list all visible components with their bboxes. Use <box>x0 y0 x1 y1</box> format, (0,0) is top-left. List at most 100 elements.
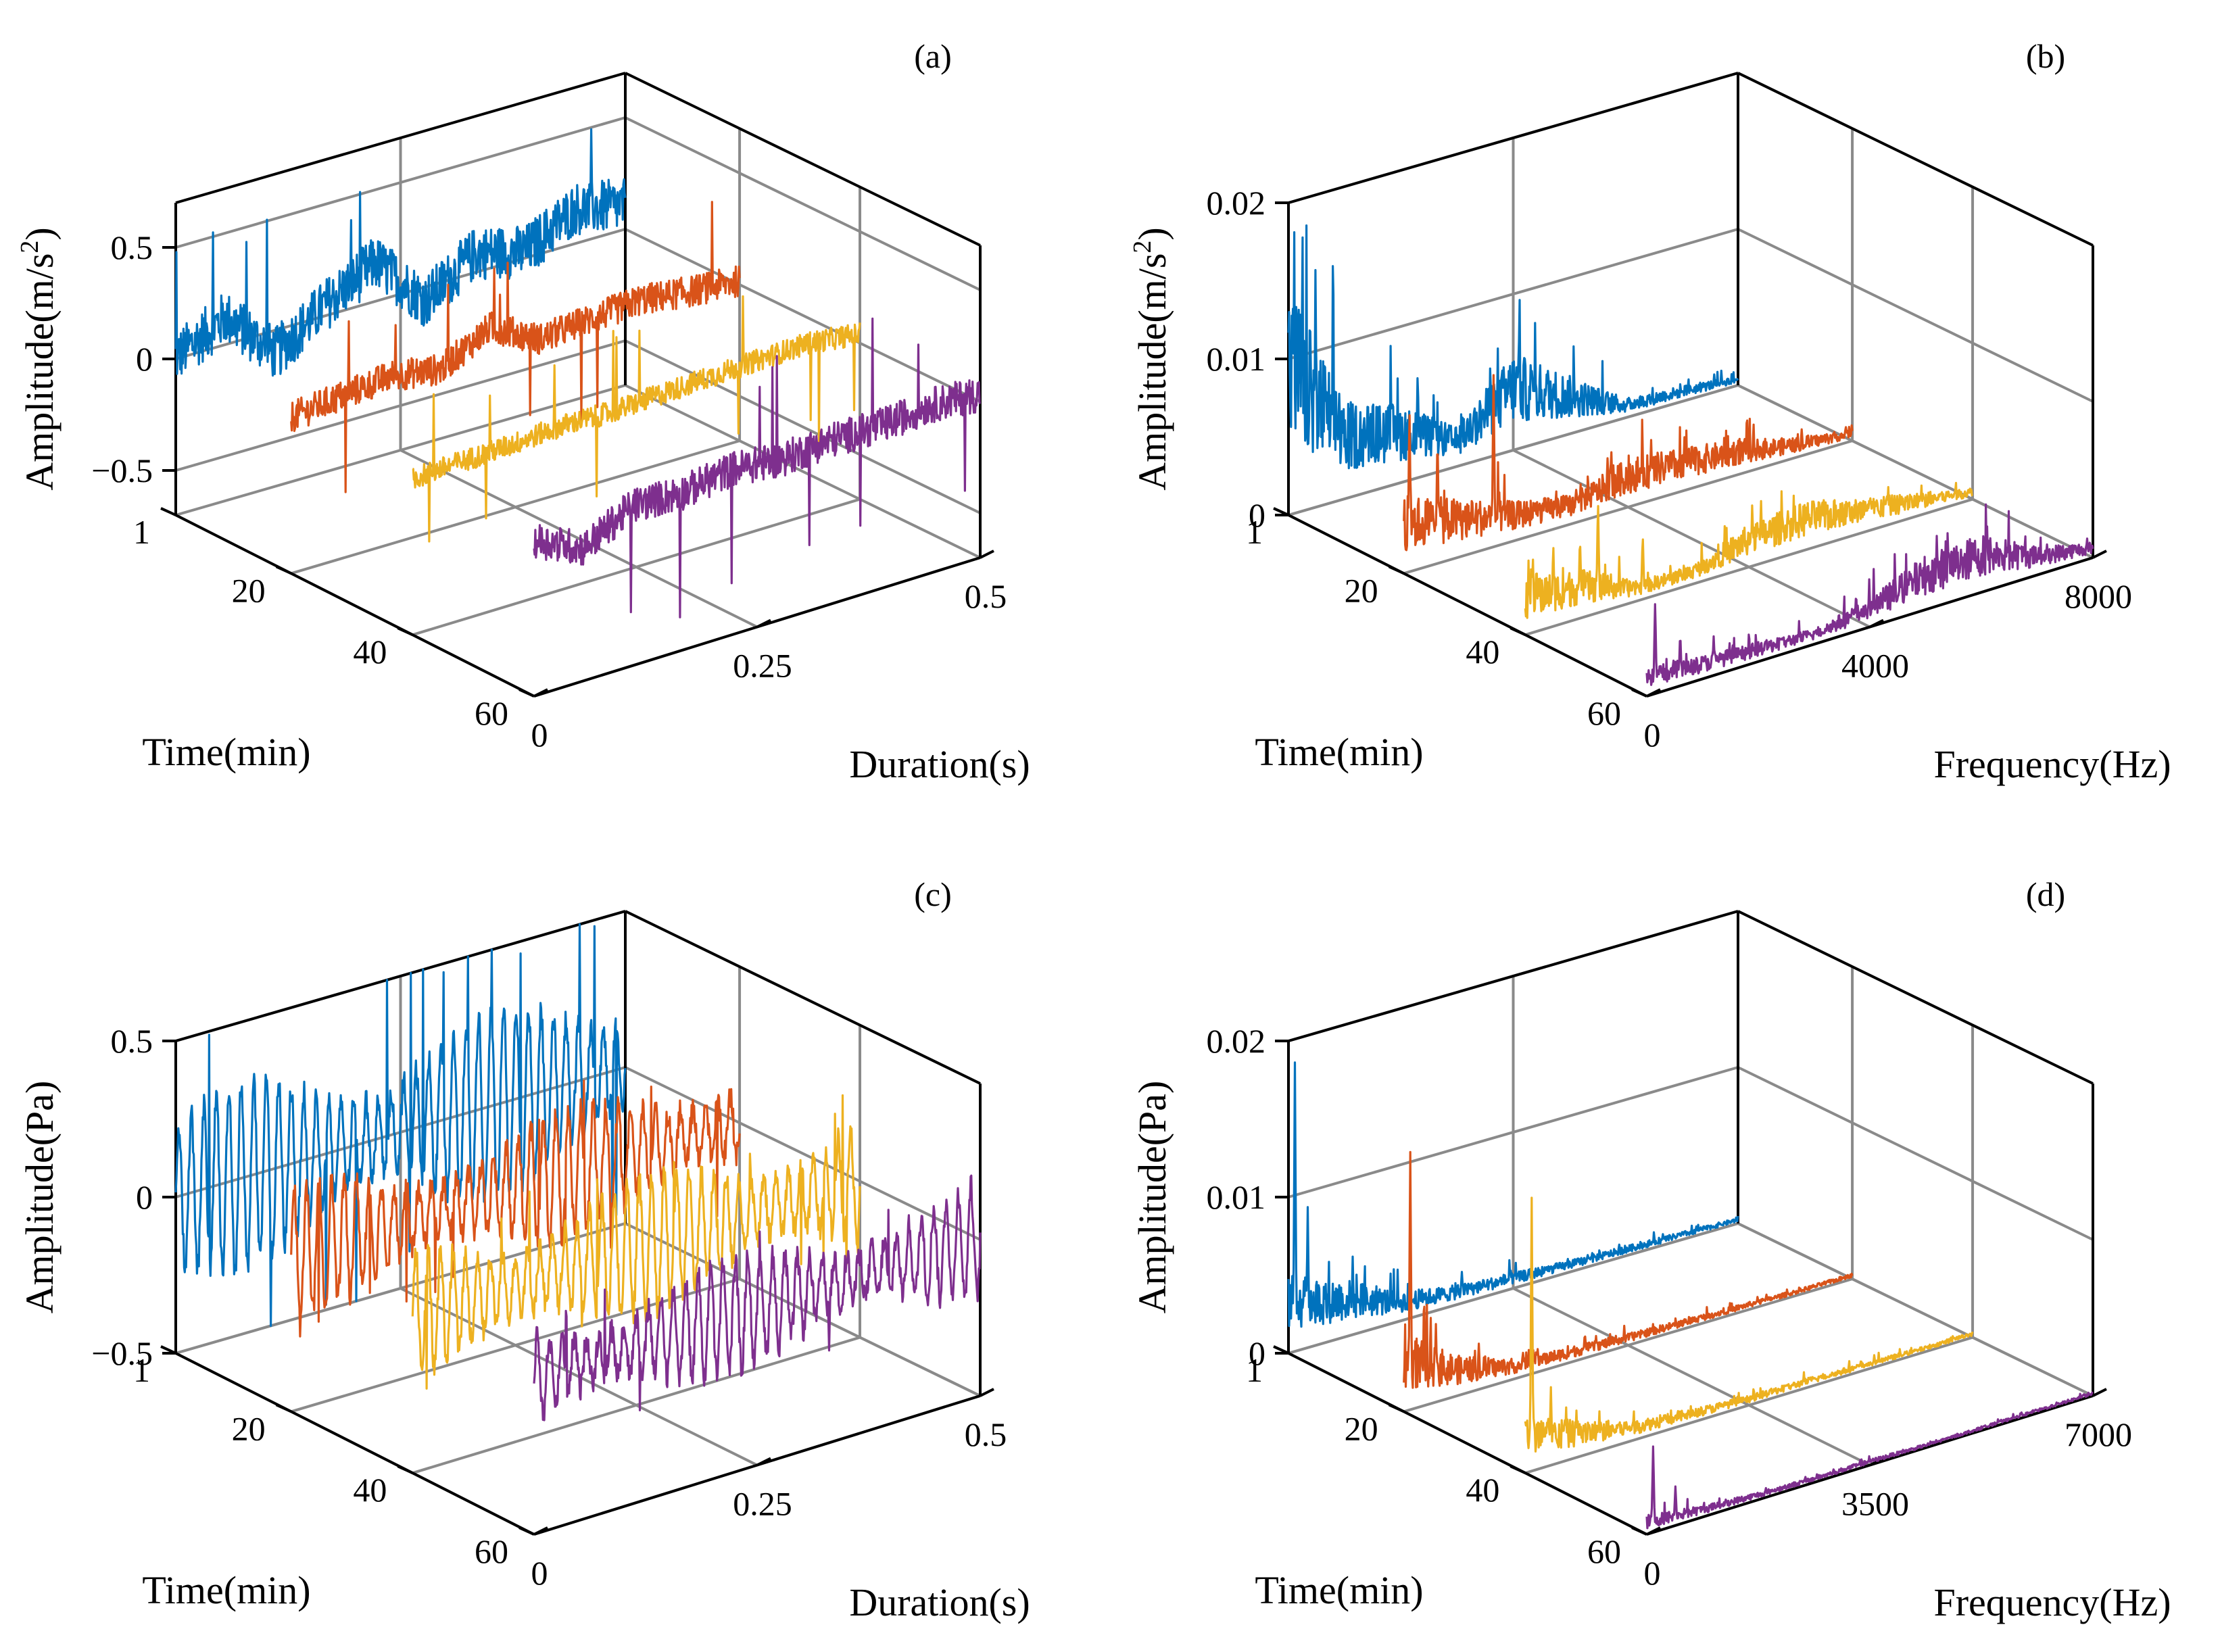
grid-z-back-1 <box>1737 228 2094 403</box>
x-tick-label: 3500 <box>1841 1485 1909 1523</box>
x-axis-label: Duration(s) <box>849 1580 1030 1624</box>
x-tick-mark <box>756 1457 771 1467</box>
z-tick-label: 0 <box>136 1178 153 1216</box>
time-tick-label: 1 <box>133 1351 150 1389</box>
z-axis-label-text: Amplitude(Pa) <box>1130 1081 1174 1314</box>
axis-box <box>1273 910 2107 1536</box>
z-axis-label-text: Amplitude(m/s <box>18 253 62 491</box>
series-line-20min <box>290 201 741 493</box>
panel-tag: (b) <box>2026 37 2065 75</box>
time-tick-label: 40 <box>1466 633 1499 671</box>
axis-edge-top-back <box>625 72 981 247</box>
x-tick-mark <box>2092 550 2107 559</box>
time-tick-label: 40 <box>353 633 387 671</box>
panel-c: 0.5 0 −0.51 20 40 60 0 0.25 0.5 Amplitude(Pa) Time… <box>18 875 1030 1624</box>
grid-lines <box>174 73 982 698</box>
series-line-60min <box>1645 1391 2094 1530</box>
x-tick-mark <box>1646 1526 1661 1536</box>
x-axis-label: Frequency(Hz) <box>1933 742 2171 786</box>
time-axis-label: Time(min) <box>1255 1568 1423 1612</box>
time-tick-mark <box>1510 627 1526 636</box>
grid-y-floor-2 <box>412 497 861 637</box>
time-tick-label: 60 <box>1587 1532 1621 1570</box>
time-axis-label: Time(min) <box>1255 730 1423 774</box>
z-axis-label-text: Amplitude(Pa) <box>18 1081 62 1314</box>
x-tick-label: 0 <box>531 716 548 754</box>
time-tick-label: 60 <box>475 694 508 732</box>
series-line-60min <box>533 317 982 618</box>
grid-z-back-1 <box>1737 1066 2094 1241</box>
grid-y-floor-2 <box>1524 1336 1973 1475</box>
time-tick-mark <box>160 1345 176 1355</box>
x-tick-label: 0.25 <box>733 1485 792 1523</box>
grid-z-back-0 <box>625 116 981 291</box>
series-line-1min <box>174 923 627 1327</box>
x-tick-mark <box>980 550 994 559</box>
grid-x-floor-1 <box>1512 1287 1871 1467</box>
grid-y-floor-2 <box>1524 497 1973 637</box>
time-tick-mark <box>518 688 535 698</box>
series-group <box>174 923 982 1422</box>
grid-z-back-2 <box>625 339 981 514</box>
time-tick-label: 1 <box>1246 1351 1263 1389</box>
series-line-20min <box>1403 374 1854 552</box>
z-tick-label: 0 <box>136 340 153 378</box>
grid-y-floor-1 <box>1403 1278 1853 1413</box>
x-tick-label: 4000 <box>1841 647 1909 685</box>
z-tick-label: −0.5 <box>91 1334 153 1372</box>
z-axis-label-sup: 2 <box>1128 241 1157 253</box>
series-line-40min <box>1524 1196 1974 1453</box>
series-line-60min <box>533 1174 982 1422</box>
time-tick-label: 60 <box>1587 694 1621 732</box>
time-tick-mark <box>397 1465 414 1474</box>
z-axis-label-sup: 2 <box>16 241 44 253</box>
x-tick-label: 0 <box>1644 1554 1661 1592</box>
x-tick-label: 8000 <box>2065 577 2132 615</box>
x-tick-label: 0.25 <box>733 647 792 685</box>
z-tick-label: 0 <box>1249 1334 1265 1372</box>
z-axis-label: Amplitude(m/s2) <box>16 227 62 491</box>
z-axis-label: Amplitude(Pa) <box>1130 1081 1174 1314</box>
z-axis-label: Amplitude(Pa) <box>18 1081 62 1314</box>
series-group <box>1287 224 2094 686</box>
axis-edge-top-back <box>1737 72 2094 247</box>
x-tick-mark <box>1646 688 1661 698</box>
time-tick-label: 1 <box>133 513 150 551</box>
axis-edge-top-back <box>625 910 981 1085</box>
z-axis-label-end: ) <box>18 227 62 240</box>
z-axis-label-text: Amplitude(m/s <box>1130 253 1174 491</box>
time-tick-mark <box>1273 1345 1289 1355</box>
grid-x-floor-1 <box>1512 449 1871 629</box>
series-group <box>1287 1061 2094 1530</box>
panel-d: 0.020.0101204060035007000Amplitude(Pa)Ti… <box>1130 875 2171 1624</box>
x-tick-mark <box>2092 1388 2107 1397</box>
x-tick-label: 7000 <box>2065 1415 2132 1453</box>
axis-edge-top-back <box>1737 910 2094 1085</box>
grid-z-back-1 <box>625 228 981 403</box>
time-tick-mark <box>1388 1403 1405 1413</box>
time-tick-label: 1 <box>1246 513 1263 551</box>
time-tick-label: 40 <box>1466 1471 1499 1509</box>
z-tick-label: 0.5 <box>111 228 153 266</box>
axis-edge-time <box>175 1352 535 1536</box>
grid-x-floor-1 <box>400 449 758 629</box>
grid-x-floor-2 <box>625 384 981 559</box>
time-axis-label: Time(min) <box>142 730 310 774</box>
series-line-1min <box>1287 224 1739 470</box>
x-tick-mark <box>533 688 548 698</box>
x-tick-label: 0.5 <box>965 1415 1007 1453</box>
panel-tag: (d) <box>2026 875 2065 913</box>
x-tick-mark <box>980 1388 994 1397</box>
panel-tag: (c) <box>914 875 952 913</box>
axis-edge-top-left <box>1288 72 1739 204</box>
x-tick-label: 0 <box>1644 716 1661 754</box>
time-tick-label: 20 <box>1345 1409 1378 1447</box>
series-line-60min <box>1645 503 2094 686</box>
time-tick-mark <box>275 1403 292 1413</box>
series-line-40min <box>1524 481 1974 619</box>
time-tick-mark <box>1631 688 1647 698</box>
time-tick-mark <box>397 627 414 636</box>
axis-edge-time <box>175 514 535 698</box>
x-tick-mark <box>1869 618 1884 629</box>
